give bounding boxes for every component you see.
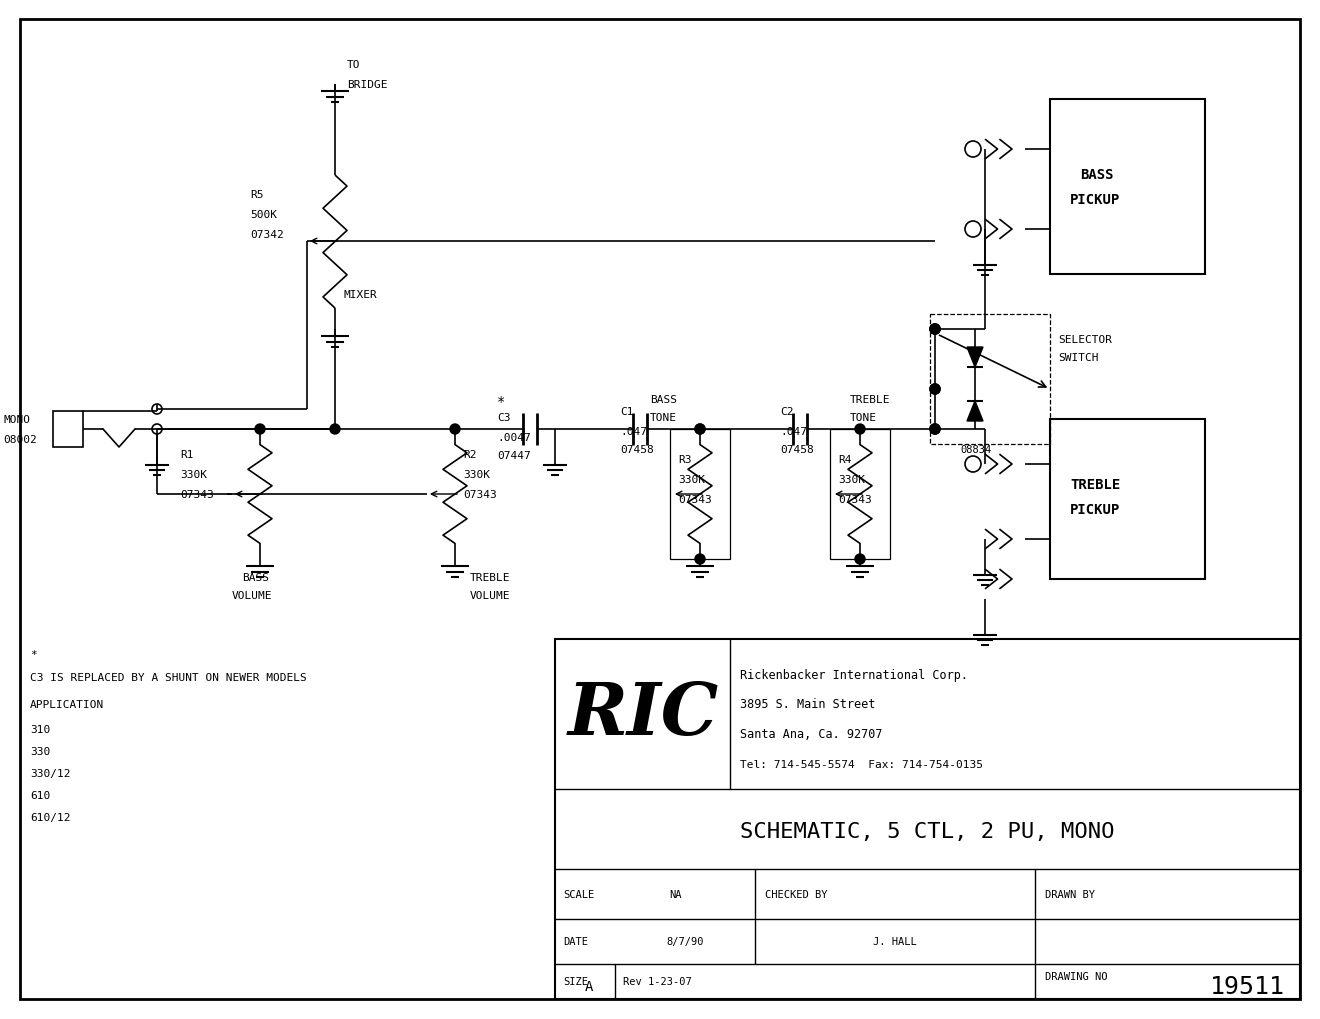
Text: 8/7/90: 8/7/90 — [667, 936, 704, 946]
Text: RIC: RIC — [568, 679, 718, 750]
Text: *: * — [30, 649, 37, 659]
Text: DRAWN BY: DRAWN BY — [1045, 890, 1096, 899]
Text: 07458: 07458 — [620, 444, 653, 454]
Text: *: * — [498, 394, 506, 409]
Text: 330/12: 330/12 — [30, 768, 70, 779]
Text: R1: R1 — [180, 449, 194, 460]
Text: VOLUME: VOLUME — [232, 590, 272, 600]
Text: TREBLE: TREBLE — [850, 394, 891, 405]
Text: J. HALL: J. HALL — [873, 936, 917, 946]
Text: .047: .047 — [780, 427, 807, 436]
Bar — [830, 430, 890, 559]
Text: TREBLE: TREBLE — [1071, 478, 1121, 491]
Text: BASS: BASS — [1080, 168, 1114, 181]
Text: PICKUP: PICKUP — [1071, 193, 1121, 207]
Bar — [1049, 100, 1205, 275]
Text: 610/12: 610/12 — [30, 812, 70, 822]
Text: SCALE: SCALE — [564, 890, 594, 899]
Text: 330K: 330K — [838, 475, 865, 484]
Text: C2: C2 — [780, 407, 793, 417]
Text: 500K: 500K — [249, 210, 277, 220]
Text: 330K: 330K — [678, 475, 705, 484]
Text: MONO: MONO — [3, 415, 30, 425]
Circle shape — [696, 425, 705, 434]
Text: MIXER: MIXER — [343, 289, 376, 300]
Text: 330K: 330K — [463, 470, 490, 480]
Text: TREBLE: TREBLE — [470, 573, 511, 583]
Text: A: A — [585, 979, 593, 994]
Text: BRIDGE: BRIDGE — [347, 79, 388, 90]
Text: BASS: BASS — [649, 394, 677, 405]
Text: Tel: 714-545-5574  Fax: 714-754-0135: Tel: 714-545-5574 Fax: 714-754-0135 — [741, 759, 983, 769]
Text: 330K: 330K — [180, 470, 207, 480]
Text: SIZE: SIZE — [564, 976, 587, 986]
Text: 610: 610 — [30, 790, 50, 800]
Text: VOLUME: VOLUME — [470, 590, 511, 600]
Text: 07343: 07343 — [463, 489, 496, 499]
Text: TONE: TONE — [649, 413, 677, 423]
Text: SWITCH: SWITCH — [1059, 353, 1098, 363]
Bar — [554, 639, 1300, 999]
Text: C1: C1 — [620, 407, 634, 417]
Text: 3895 S. Main Street: 3895 S. Main Street — [741, 698, 875, 711]
Text: 07343: 07343 — [180, 489, 214, 499]
Text: 08834: 08834 — [960, 444, 991, 454]
Bar — [671, 430, 730, 559]
Text: 07447: 07447 — [498, 450, 531, 461]
Text: BASS: BASS — [242, 573, 269, 583]
Polygon shape — [968, 401, 983, 422]
Text: 19511: 19511 — [1210, 974, 1284, 998]
Text: 07342: 07342 — [249, 229, 284, 239]
Bar — [1049, 420, 1205, 580]
Text: CHECKED BY: CHECKED BY — [766, 890, 828, 899]
Text: R2: R2 — [463, 449, 477, 460]
Circle shape — [931, 325, 940, 334]
Polygon shape — [968, 347, 983, 368]
Text: .047: .047 — [620, 427, 647, 436]
Text: 07458: 07458 — [780, 444, 813, 454]
Text: R3: R3 — [678, 454, 692, 465]
Text: C3 IS REPLACED BY A SHUNT ON NEWER MODELS: C3 IS REPLACED BY A SHUNT ON NEWER MODEL… — [30, 673, 306, 683]
Text: R5: R5 — [249, 190, 264, 200]
Text: 330: 330 — [30, 746, 50, 756]
Text: 07343: 07343 — [678, 494, 711, 504]
Text: TONE: TONE — [850, 413, 876, 423]
Text: 07343: 07343 — [838, 494, 871, 504]
Text: Rickenbacker International Corp.: Rickenbacker International Corp. — [741, 667, 968, 681]
Circle shape — [330, 425, 341, 434]
Circle shape — [450, 425, 459, 434]
Bar — [53, 412, 83, 447]
Text: PICKUP: PICKUP — [1071, 502, 1121, 517]
Text: R4: R4 — [838, 454, 851, 465]
Circle shape — [931, 384, 940, 394]
Circle shape — [696, 554, 705, 565]
Text: DATE: DATE — [564, 936, 587, 946]
Circle shape — [255, 425, 265, 434]
Circle shape — [855, 425, 865, 434]
Text: Rev 1-23-07: Rev 1-23-07 — [623, 976, 692, 986]
Text: Santa Ana, Ca. 92707: Santa Ana, Ca. 92707 — [741, 728, 883, 741]
Text: .0047: .0047 — [498, 433, 531, 442]
Text: DRAWING NO: DRAWING NO — [1045, 971, 1107, 981]
Text: 310: 310 — [30, 725, 50, 735]
Text: C3: C3 — [498, 413, 511, 423]
Circle shape — [931, 325, 940, 334]
Text: TO: TO — [347, 60, 360, 70]
Text: NA: NA — [669, 890, 681, 899]
Text: APPLICATION: APPLICATION — [30, 699, 104, 709]
Bar — [931, 315, 1049, 444]
Text: SCHEMATIC, 5 CTL, 2 PU, MONO: SCHEMATIC, 5 CTL, 2 PU, MONO — [739, 821, 1114, 841]
Text: SELECTOR: SELECTOR — [1059, 334, 1111, 344]
Circle shape — [696, 425, 705, 434]
Circle shape — [855, 554, 865, 565]
Text: 08002: 08002 — [3, 434, 37, 444]
Circle shape — [931, 425, 940, 434]
